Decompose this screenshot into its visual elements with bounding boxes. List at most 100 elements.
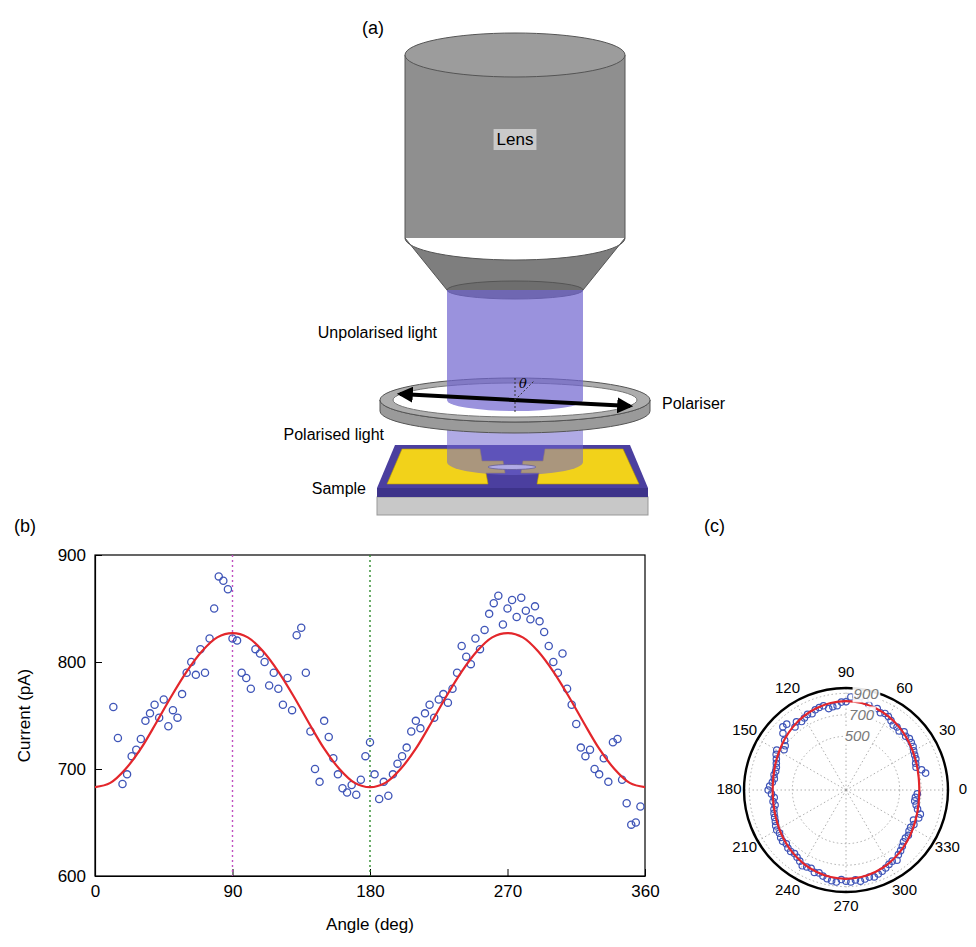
tick-mark [95,876,102,877]
data-point [499,621,506,628]
reference-line [369,555,370,876]
data-point [174,714,181,721]
panel-label: (b) [14,516,36,536]
data-point [334,771,341,778]
data-point [146,710,153,717]
y-axis: 600 700 800 900 [58,546,102,886]
data-point [522,607,529,614]
tick: 800 [58,653,102,672]
angle-tick-label: 330 [935,838,960,855]
data-point [316,778,323,785]
angle-tick-label: 270 [833,897,858,914]
data-point [321,717,328,724]
data-point [582,753,589,760]
data-point [408,728,415,735]
data-point [123,771,130,778]
data-point [220,577,227,584]
radial-label-bg [853,685,881,702]
x-axis: 0 90 180 270 360 [91,869,660,901]
tick-mark [95,769,102,770]
tick: 90 [224,869,243,901]
tick: 900 [58,546,102,565]
radial-tick-label: 500 [845,727,871,744]
data-point [362,753,369,760]
lens-top [405,33,625,77]
tick: 700 [58,760,102,779]
lens-edge [405,55,406,238]
data-point [481,626,488,633]
label-unpolarised: Unpolarised light [318,324,438,341]
fit-line [773,701,920,879]
chart-panel-c: (c)0306090120150180210240270300330500700… [704,516,967,914]
data-point [527,616,534,623]
data-point [169,707,176,714]
data-point [458,642,465,649]
tick-label: 270 [494,882,522,901]
angle-tick-label: 240 [775,881,800,898]
data-point [472,635,479,642]
sample-edge [377,488,648,497]
data-point [614,735,621,742]
label-sample: Sample [312,480,366,497]
grid-spoke [846,790,897,878]
data-point [215,573,222,580]
tick: 600 [58,867,102,886]
data-point [165,723,172,730]
data-point [261,658,268,665]
data-point [343,789,350,796]
data-point [394,760,401,767]
data-point [353,791,360,798]
polar-outer-axis [744,688,948,892]
data-point [508,596,515,603]
radial-label-bg [844,727,872,744]
data-point [288,707,295,714]
lens-body [405,55,625,238]
data-point [504,605,511,612]
grid-spoke [795,790,846,878]
data-point [417,725,424,732]
angle-tick-label: 0 [959,780,967,797]
data-point [160,696,167,703]
tick: 180 [356,869,384,901]
radial-label-bg [848,706,876,723]
tick-label: 0 [91,882,100,901]
data-point [311,765,318,772]
tick-label: 360 [631,882,659,901]
data-point [243,674,250,681]
tick-label: 90 [224,882,243,901]
diagram-panel: (a)LensθUnpolarised lightPolariserPolari… [284,18,726,515]
beam-unpolarised [447,290,583,411]
lens-label: Lens [497,130,534,149]
data-point [586,746,593,753]
data-point [577,744,584,751]
data-point [114,734,121,741]
data-point [545,642,552,649]
angle-tick-label: 150 [732,721,757,738]
grid-spoke [758,790,846,841]
data-point [366,739,373,746]
tick-label: 600 [58,867,86,886]
data-point [178,691,185,698]
data-point [376,795,383,802]
plot-frame [95,555,645,876]
data-point [302,669,309,676]
substrate [377,497,648,515]
data-point [536,618,543,625]
fit-line [95,633,645,787]
polar-plot-area [765,693,929,885]
data-point [486,610,493,617]
tick: 360 [631,869,659,901]
polar-grid [744,688,948,892]
tick-label: 180 [356,882,384,901]
data-point [559,650,566,657]
axis-line [96,876,646,877]
data-point [421,710,428,717]
data-point [298,624,305,631]
data-point [632,819,639,826]
data-point [605,778,612,785]
data-point [623,800,630,807]
data-point [371,771,378,778]
radial-tick-label: 900 [854,685,880,702]
tick-mark [645,869,646,876]
grid-spoke [846,702,897,790]
